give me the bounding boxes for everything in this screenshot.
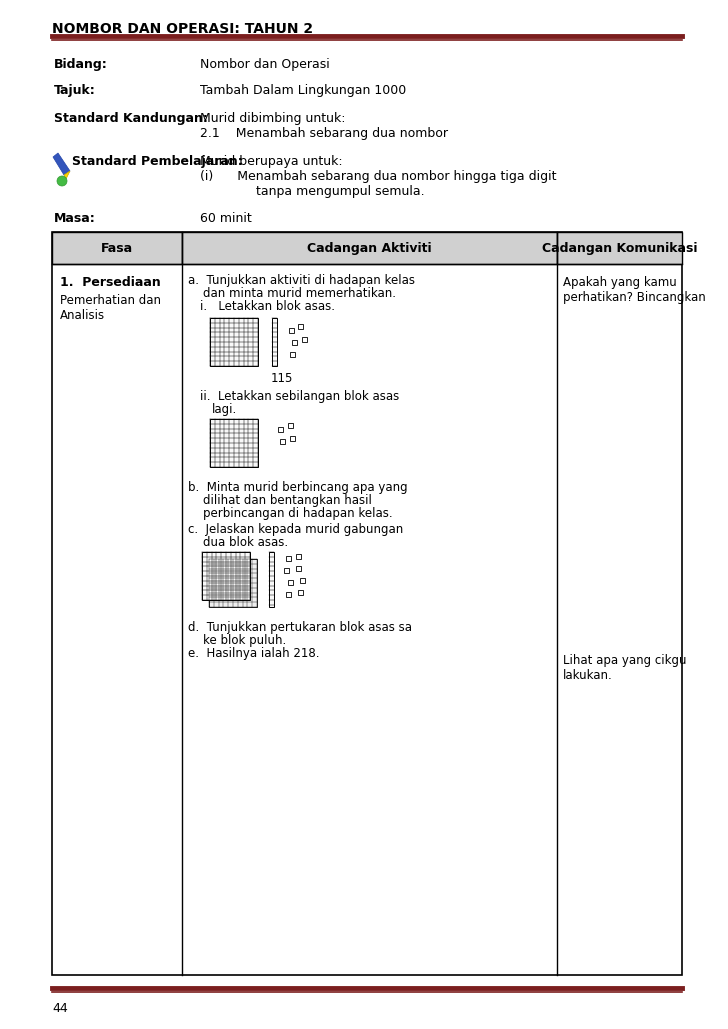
Bar [289, 328, 294, 333]
Text: 60 minit: 60 minit [200, 212, 252, 225]
Circle shape [57, 176, 67, 186]
Text: Tajuk:: Tajuk: [54, 84, 96, 97]
Text: tanpa mengumpul semula.: tanpa mengumpul semula. [200, 185, 424, 198]
Text: Fasa: Fasa [101, 242, 133, 255]
Text: perbincangan di hadapan kelas.: perbincangan di hadapan kelas. [188, 507, 392, 520]
Text: Murid berupaya untuk:: Murid berupaya untuk: [200, 155, 343, 168]
Bar [269, 552, 274, 607]
Bar [182, 232, 557, 264]
Bar [210, 318, 258, 366]
Text: i.   Letakkan blok asas.: i. Letakkan blok asas. [200, 300, 335, 313]
Text: Cadangan Aktiviti: Cadangan Aktiviti [307, 242, 432, 255]
Text: Apakah yang kamu
perhatikan? Bincangkan: Apakah yang kamu perhatikan? Bincangkan [563, 276, 705, 304]
Bar [272, 318, 277, 366]
Text: Tambah Dalam Lingkungan 1000: Tambah Dalam Lingkungan 1000 [200, 84, 406, 97]
Bar [52, 232, 682, 975]
Bar [288, 423, 293, 428]
Bar [286, 592, 290, 597]
Text: ii.  Letakkan sebilangan blok asas: ii. Letakkan sebilangan blok asas [200, 390, 399, 403]
Text: d.  Tunjukkan pertukaran blok asas sa: d. Tunjukkan pertukaran blok asas sa [188, 620, 412, 634]
Text: a.  Tunjukkan aktiviti di hadapan kelas: a. Tunjukkan aktiviti di hadapan kelas [188, 274, 415, 287]
Bar [296, 554, 301, 559]
Bar [286, 556, 290, 561]
Bar [302, 338, 306, 342]
Bar [209, 559, 257, 607]
Bar [202, 552, 250, 600]
Polygon shape [64, 171, 70, 179]
Bar [298, 590, 303, 595]
Text: ke blok puluh.: ke blok puluh. [188, 634, 286, 647]
Text: Masa:: Masa: [54, 212, 96, 225]
Text: 1.  Persediaan: 1. Persediaan [60, 276, 161, 289]
Bar [280, 439, 285, 443]
Bar [288, 580, 293, 586]
Text: Pemerhatian dan
Analisis: Pemerhatian dan Analisis [60, 294, 161, 322]
Text: dan minta murid memerhatikan.: dan minta murid memerhatikan. [188, 287, 396, 300]
Bar [296, 566, 301, 571]
Bar [557, 232, 682, 264]
Text: Standard Kandungan:: Standard Kandungan: [54, 112, 208, 125]
Text: 115: 115 [271, 372, 293, 385]
Text: b.  Minta murid berbincang apa yang: b. Minta murid berbincang apa yang [188, 481, 408, 494]
Bar [52, 232, 182, 264]
Text: Murid dibimbing untuk:: Murid dibimbing untuk: [200, 112, 346, 125]
Bar [290, 352, 295, 357]
Bar [284, 568, 289, 573]
Text: 44: 44 [52, 1002, 68, 1015]
Text: e.  Hasilnya ialah 218.: e. Hasilnya ialah 218. [188, 647, 320, 660]
Text: Lihat apa yang cikgu
lakukan.: Lihat apa yang cikgu lakukan. [563, 654, 687, 682]
Text: Nombor dan Operasi: Nombor dan Operasi [200, 58, 330, 71]
Text: 2.1    Menambah sebarang dua nombor: 2.1 Menambah sebarang dua nombor [200, 127, 448, 140]
Text: c.  Jelaskan kepada murid gabungan: c. Jelaskan kepada murid gabungan [188, 523, 403, 536]
Text: Standard Pembelajaran:: Standard Pembelajaran: [72, 155, 242, 168]
Text: dua blok asas.: dua blok asas. [188, 536, 288, 549]
Text: lagi.: lagi. [212, 403, 237, 416]
Text: (i)      Menambah sebarang dua nombor hingga tiga digit: (i) Menambah sebarang dua nombor hingga … [200, 170, 556, 183]
Text: Cadangan Komunikasi: Cadangan Komunikasi [542, 242, 697, 255]
Bar [292, 340, 297, 345]
Polygon shape [53, 153, 70, 175]
Bar [278, 427, 283, 432]
Text: Bidang:: Bidang: [54, 58, 108, 71]
Bar [298, 324, 303, 329]
Text: dilihat dan bentangkan hasil: dilihat dan bentangkan hasil [188, 494, 372, 507]
Text: NOMBOR DAN OPERASI: TAHUN 2: NOMBOR DAN OPERASI: TAHUN 2 [52, 22, 313, 36]
Bar [300, 578, 305, 583]
Bar [210, 419, 258, 467]
Bar [290, 436, 295, 441]
